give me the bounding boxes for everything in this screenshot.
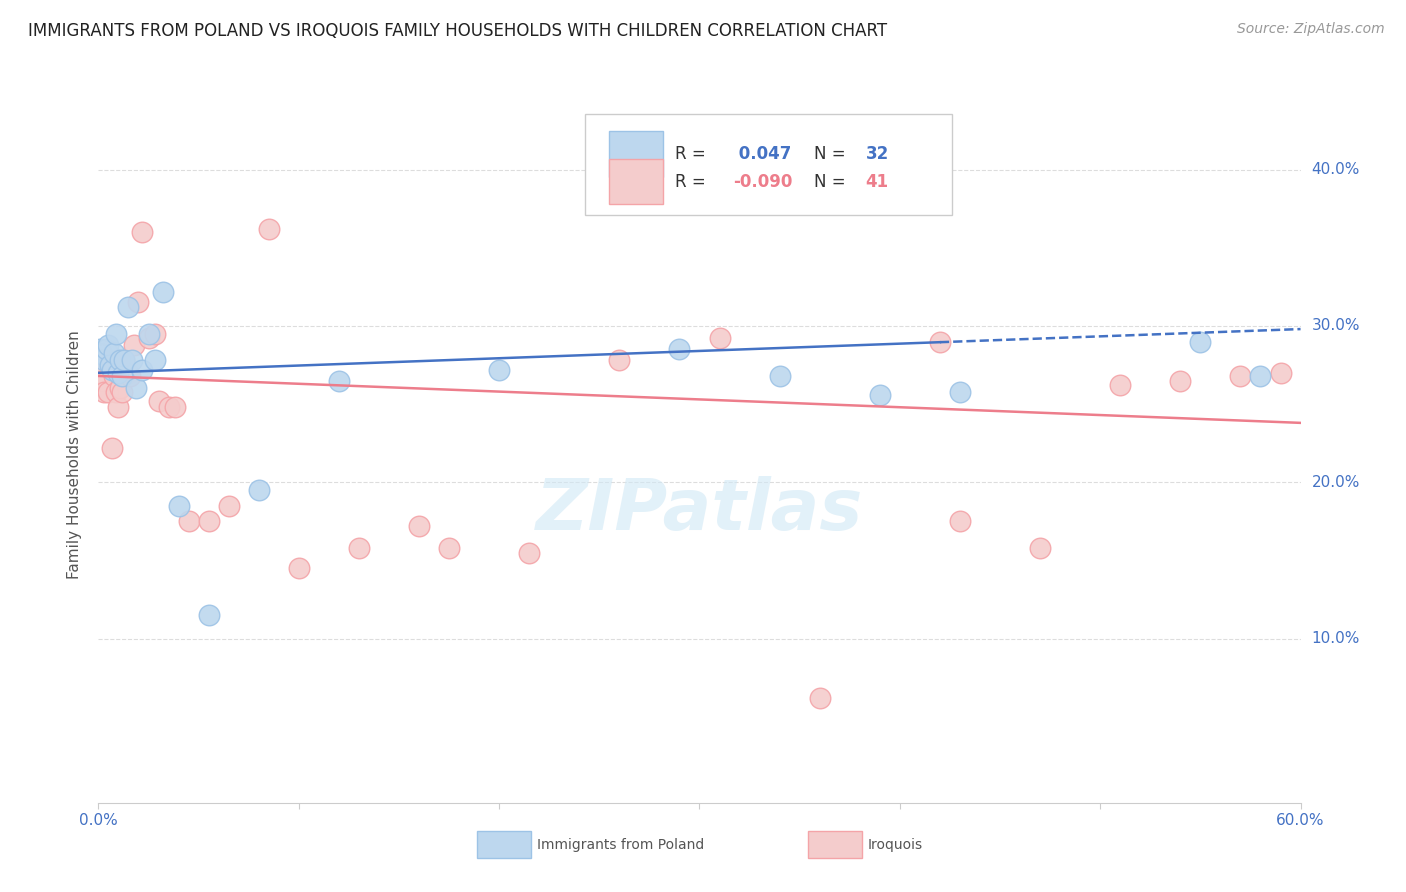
Point bbox=[138, 326, 160, 341]
Point bbox=[197, 514, 219, 528]
Point bbox=[100, 358, 122, 372]
Point bbox=[114, 353, 136, 368]
Point bbox=[197, 608, 219, 623]
Point bbox=[1029, 541, 1052, 555]
Point bbox=[96, 343, 118, 357]
Point bbox=[488, 362, 510, 376]
Point bbox=[105, 384, 128, 399]
Point bbox=[609, 353, 631, 368]
Text: IMMIGRANTS FROM POLAND VS IROQUOIS FAMILY HOUSEHOLDS WITH CHILDREN CORRELATION C: IMMIGRANTS FROM POLAND VS IROQUOIS FAMIL… bbox=[28, 22, 887, 40]
Point bbox=[328, 374, 350, 388]
Point bbox=[257, 222, 280, 236]
Text: R =: R = bbox=[675, 173, 711, 191]
Point bbox=[110, 382, 132, 396]
Text: R =: R = bbox=[675, 145, 711, 163]
Point bbox=[143, 326, 166, 341]
Text: 40.0%: 40.0% bbox=[1312, 162, 1360, 178]
Point bbox=[768, 368, 790, 383]
Point bbox=[949, 384, 972, 399]
Point bbox=[111, 384, 134, 399]
Point bbox=[247, 483, 270, 497]
Point bbox=[103, 345, 125, 359]
Point bbox=[117, 300, 139, 314]
Point bbox=[114, 353, 136, 368]
Point bbox=[91, 374, 114, 388]
Point bbox=[124, 337, 146, 351]
Point bbox=[89, 366, 111, 380]
Point bbox=[1170, 374, 1192, 388]
Point bbox=[148, 394, 170, 409]
Point bbox=[1229, 368, 1251, 383]
Point bbox=[157, 401, 180, 415]
Point bbox=[103, 368, 125, 383]
Point bbox=[218, 499, 240, 513]
Point bbox=[120, 368, 142, 383]
Text: 20.0%: 20.0% bbox=[1312, 475, 1360, 490]
Point bbox=[128, 295, 150, 310]
Point bbox=[97, 384, 120, 399]
Text: 0.047: 0.047 bbox=[733, 145, 792, 163]
Point bbox=[117, 366, 139, 380]
Text: Source: ZipAtlas.com: Source: ZipAtlas.com bbox=[1237, 22, 1385, 37]
Point bbox=[138, 331, 160, 345]
Point bbox=[101, 362, 124, 376]
Point bbox=[97, 337, 120, 351]
Point bbox=[105, 326, 128, 341]
FancyBboxPatch shape bbox=[585, 114, 952, 215]
Text: -0.090: -0.090 bbox=[733, 173, 793, 191]
Point bbox=[167, 499, 190, 513]
Point bbox=[101, 441, 124, 455]
Point bbox=[808, 691, 831, 706]
Point bbox=[143, 353, 166, 368]
Point bbox=[93, 384, 115, 399]
Point bbox=[107, 401, 129, 415]
Point bbox=[949, 514, 972, 528]
Point bbox=[107, 366, 129, 380]
Point bbox=[408, 519, 430, 533]
Point bbox=[437, 541, 460, 555]
Point bbox=[121, 353, 143, 368]
Point bbox=[1270, 366, 1292, 380]
FancyBboxPatch shape bbox=[609, 159, 664, 204]
Text: 41: 41 bbox=[865, 173, 889, 191]
Point bbox=[93, 353, 115, 368]
FancyBboxPatch shape bbox=[807, 830, 862, 858]
Point bbox=[163, 401, 186, 415]
Point bbox=[668, 343, 690, 357]
FancyBboxPatch shape bbox=[477, 830, 531, 858]
Y-axis label: Family Households with Children: Family Households with Children bbox=[67, 331, 83, 579]
Point bbox=[869, 388, 891, 402]
Text: N =: N = bbox=[814, 145, 851, 163]
Point bbox=[709, 331, 731, 345]
Point bbox=[111, 368, 134, 383]
Point bbox=[131, 225, 153, 239]
Point bbox=[288, 561, 311, 575]
Point bbox=[91, 347, 114, 361]
Point bbox=[125, 382, 148, 396]
Point bbox=[110, 353, 132, 368]
Text: 30.0%: 30.0% bbox=[1312, 318, 1360, 334]
Text: 10.0%: 10.0% bbox=[1312, 632, 1360, 646]
Text: ZIPatlas: ZIPatlas bbox=[536, 476, 863, 545]
Text: Immigrants from Poland: Immigrants from Poland bbox=[537, 838, 704, 852]
Point bbox=[1109, 378, 1132, 392]
Point bbox=[152, 285, 174, 299]
Point bbox=[131, 362, 153, 376]
Text: N =: N = bbox=[814, 173, 851, 191]
Point bbox=[1250, 368, 1272, 383]
Text: Iroquois: Iroquois bbox=[868, 838, 922, 852]
Point bbox=[929, 334, 952, 349]
FancyBboxPatch shape bbox=[609, 131, 664, 177]
Point bbox=[1189, 334, 1212, 349]
Point bbox=[588, 191, 610, 205]
Text: 32: 32 bbox=[865, 145, 889, 163]
Point bbox=[89, 343, 111, 357]
Point bbox=[347, 541, 370, 555]
Point bbox=[100, 353, 122, 368]
Point bbox=[177, 514, 200, 528]
Point bbox=[517, 546, 540, 560]
